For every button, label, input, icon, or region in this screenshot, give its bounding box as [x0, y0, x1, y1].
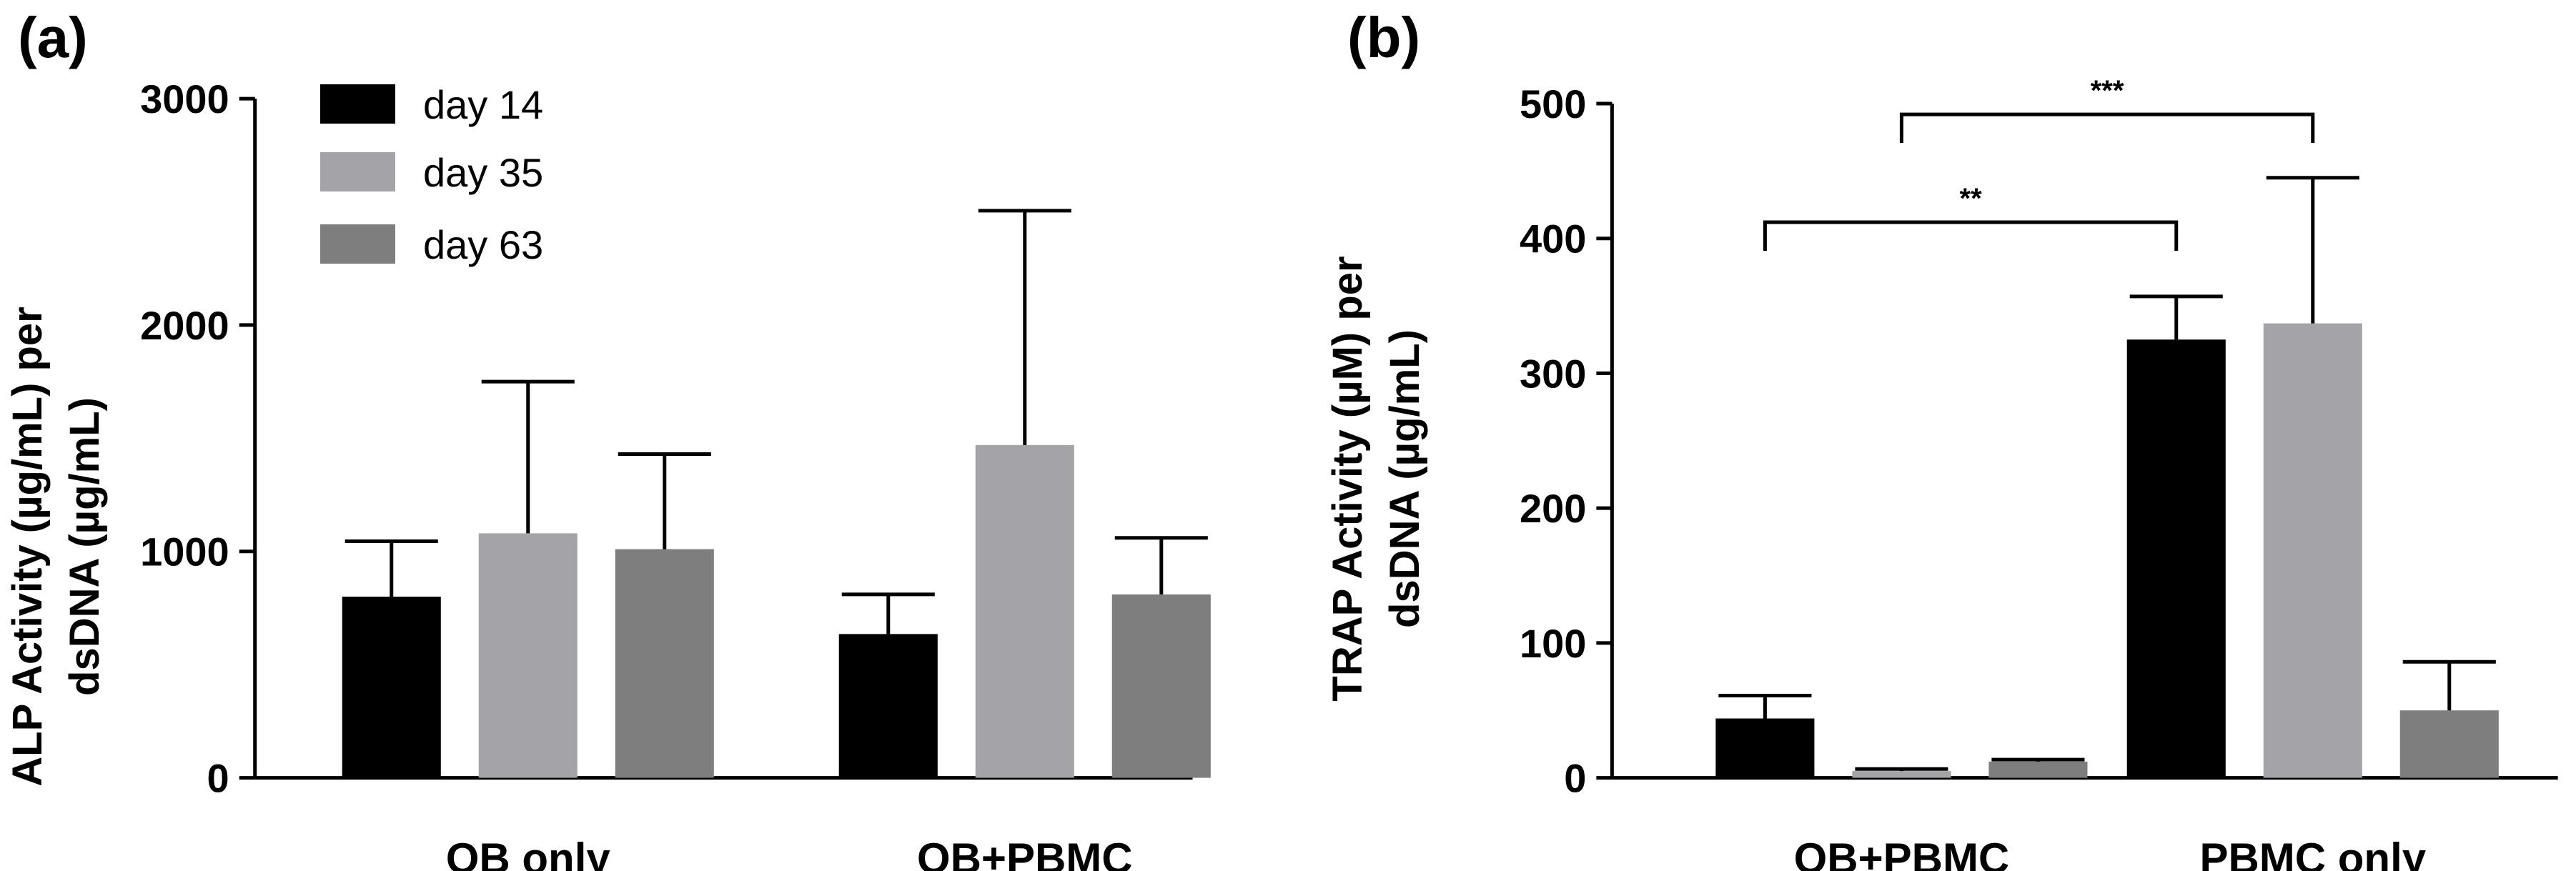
- y-tick-label: 1000: [140, 529, 229, 574]
- bar-day35: [478, 533, 578, 778]
- x-category-label: OB+PBMC: [917, 835, 1133, 871]
- legend-swatch-day63: [320, 224, 395, 264]
- panel-b-label: (b): [1347, 6, 1420, 69]
- legend-swatch-day35: [320, 152, 395, 191]
- bar-day14: [1715, 718, 1815, 778]
- y-tick-label: 3000: [140, 76, 229, 121]
- y-tick-label: 100: [1520, 621, 1586, 666]
- panel-b-y-title-line2: dsDNA (µg/mL): [1382, 329, 1428, 628]
- y-tick-label: 500: [1520, 81, 1586, 126]
- y-tick-label: 300: [1520, 351, 1586, 396]
- legend-label-day14: day 14: [423, 82, 543, 127]
- bar-day35: [1852, 771, 1951, 778]
- bar-day63: [615, 549, 714, 778]
- x-category-label: OB+PBMC: [1794, 835, 2010, 871]
- significance-label: ***: [2091, 75, 2124, 106]
- panel-b-trap-chart: (b) TRAP Activity (µM) per dsDNA (µg/mL)…: [1324, 6, 2558, 871]
- panel-a-y-title-line2: dsDNA (µg/mL): [61, 397, 108, 696]
- bar-day35: [2263, 323, 2362, 778]
- panel-a-label: (a): [18, 6, 88, 69]
- x-category-label: PBMC only: [2199, 835, 2426, 871]
- significance-bracket: [1899, 112, 2315, 144]
- significance-bracket: [1763, 220, 2179, 252]
- legend-swatch-day14: [320, 84, 395, 124]
- bar-day14: [342, 597, 441, 778]
- significance-label: **: [1960, 183, 1983, 214]
- x-category-label: OB only: [446, 835, 611, 871]
- bar-day14: [838, 634, 938, 778]
- y-tick-label: 0: [1564, 756, 1586, 801]
- bar-day63: [2399, 710, 2499, 778]
- y-tick-label: 0: [207, 756, 229, 801]
- panel-a-y-title-line1: ALP Activity (µg/mL) per: [4, 307, 51, 787]
- y-tick-label: 2000: [140, 303, 229, 348]
- bar-day63: [1111, 594, 1211, 778]
- panel-b-y-title-line1: TRAP Activity (µM) per: [1324, 256, 1371, 701]
- panel-a-alp-chart: (a) ALP Activity (µg/mL) per dsDNA (µg/m…: [4, 6, 1211, 871]
- legend-label-day35: day 35: [423, 150, 543, 195]
- y-tick-label: 200: [1520, 486, 1586, 531]
- bar-day63: [1988, 761, 2088, 778]
- y-tick-label: 400: [1520, 216, 1586, 262]
- bar-day14: [2126, 339, 2226, 778]
- bar-day35: [975, 444, 1074, 778]
- legend: day 14 day 35 day 63: [320, 82, 543, 267]
- legend-label-day63: day 63: [423, 222, 543, 267]
